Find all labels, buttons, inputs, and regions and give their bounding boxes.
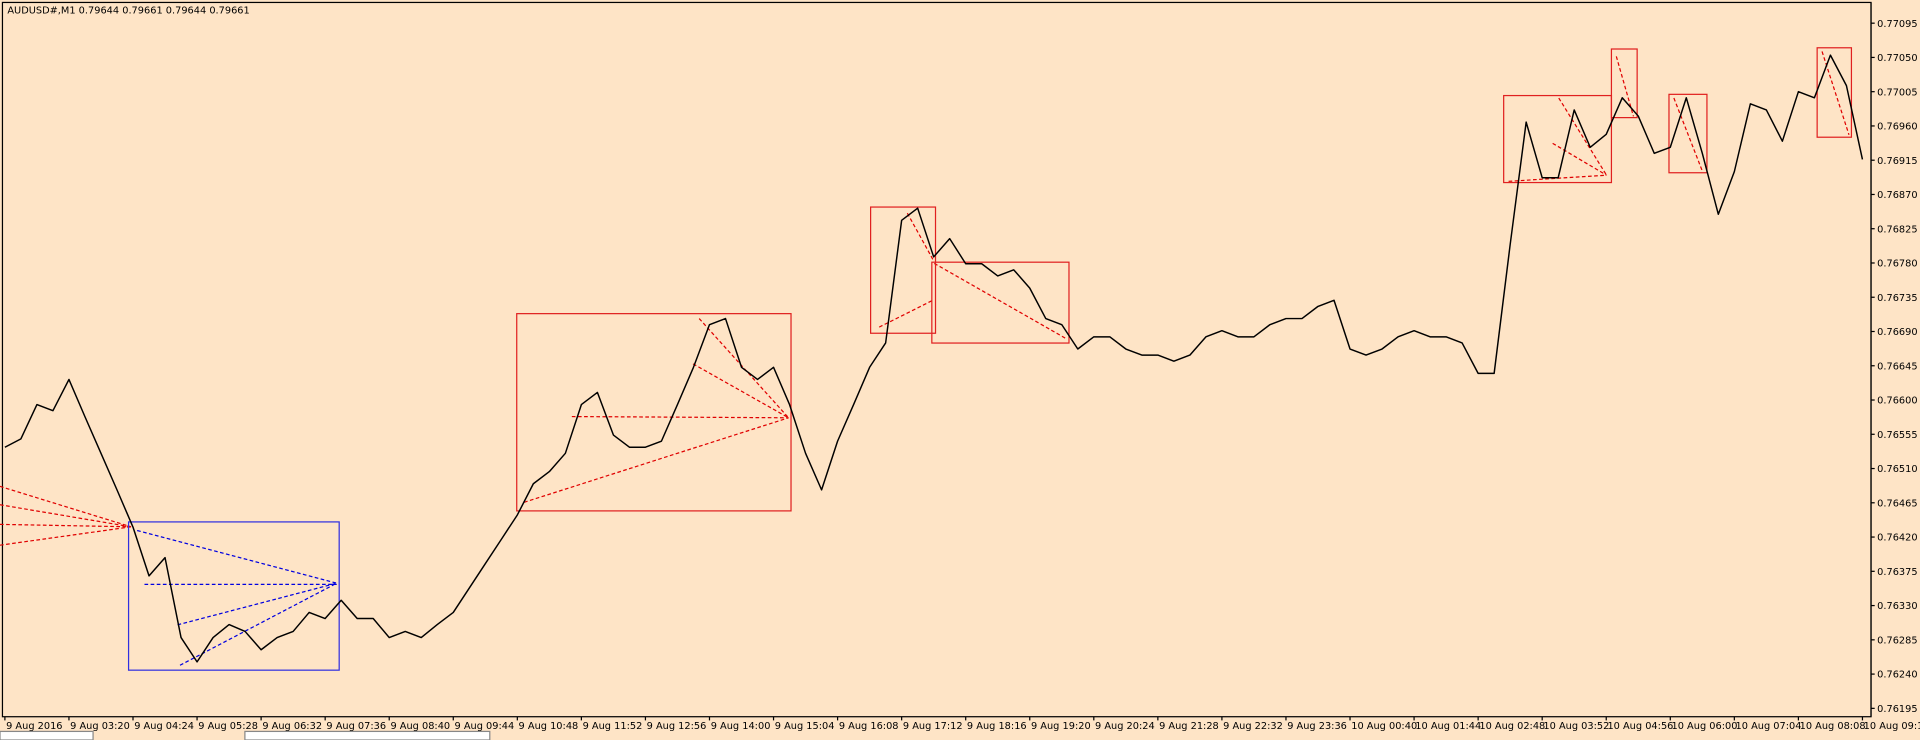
x-tick-label: 9 Aug 17:12 — [903, 721, 963, 732]
y-tick-label: 0.77095 — [1877, 19, 1917, 30]
y-tick-label: 0.76555 — [1877, 430, 1917, 441]
y-tick-label: 0.76870 — [1877, 190, 1917, 201]
y-tick-label: 0.76510 — [1877, 464, 1917, 475]
y-tick-label: 0.76600 — [1877, 396, 1917, 407]
y-tick-label: 0.76780 — [1877, 259, 1917, 270]
x-tick-label: 9 Aug 23:36 — [1287, 721, 1347, 732]
tab[interactable] — [244, 730, 491, 740]
x-tick-label: 9 Aug 12:56 — [647, 721, 707, 732]
x-tick-label: 9 Aug 19:20 — [1031, 721, 1091, 732]
red-box — [1503, 94, 1613, 184]
x-tick-label: 9 Aug 16:08 — [839, 721, 899, 732]
red-box — [931, 261, 1070, 344]
x-tick-label: 10 Aug 00:40 — [1351, 721, 1417, 732]
x-tick-label: 9 Aug 06:32 — [262, 721, 322, 732]
x-tick-label: 9 Aug 14:00 — [711, 721, 771, 732]
y-tick-label: 0.76420 — [1877, 533, 1917, 544]
y-tick-label: 0.76645 — [1877, 361, 1917, 372]
x-tick-label: 10 Aug 06:00 — [1672, 721, 1738, 732]
x-tick-label: 9 Aug 05:28 — [198, 721, 258, 732]
x-tick-label: 9 Aug 11:52 — [583, 721, 643, 732]
chart-title: AUDUSD#,M1 0.79644 0.79661 0.79644 0.796… — [7, 5, 249, 16]
x-tick-label: 10 Aug 01:44 — [1415, 721, 1481, 732]
x-tick-label: 9 Aug 21:28 — [1159, 721, 1219, 732]
y-tick-label: 0.76960 — [1877, 122, 1917, 133]
y-tick-label: 0.76195 — [1877, 704, 1917, 715]
x-tick-label: 9 Aug 08:40 — [390, 721, 450, 732]
y-tick-label: 0.76735 — [1877, 293, 1917, 304]
x-tick-label: 10 Aug 08:08 — [1800, 721, 1866, 732]
price-line — [4, 54, 1864, 663]
y-tick-label: 0.77050 — [1877, 53, 1917, 64]
x-tick-label: 9 Aug 03:20 — [70, 721, 130, 732]
x-tick-label: 10 Aug 02:48 — [1479, 721, 1545, 732]
y-tick-label: 0.76825 — [1877, 224, 1917, 235]
x-tick-label: 9 Aug 15:04 — [775, 721, 835, 732]
x-tick-label: 10 Aug 07:04 — [1736, 721, 1802, 732]
y-tick-label: 0.76285 — [1877, 636, 1917, 647]
red-box — [1610, 48, 1638, 119]
x-tick-label: 10 Aug 09:12 — [1864, 721, 1920, 732]
x-tick-label: 9 Aug 04:24 — [134, 721, 194, 732]
x-tick-label: 10 Aug 04:56 — [1607, 721, 1673, 732]
y-tick-label: 0.76915 — [1877, 156, 1917, 167]
x-tick-label: 9 Aug 18:16 — [967, 721, 1027, 732]
x-tick-label: 9 Aug 20:24 — [1095, 721, 1155, 732]
x-tick-label: 9 Aug 2016 — [6, 721, 62, 732]
y-tick-label: 0.77005 — [1877, 87, 1917, 98]
y-tick-label: 0.76690 — [1877, 327, 1917, 338]
blue-rays — [136, 529, 338, 666]
x-tick-label: 9 Aug 09:44 — [454, 721, 514, 732]
red-box — [870, 206, 937, 334]
blue-box — [127, 521, 340, 671]
x-tick-label: 10 Aug 03:52 — [1543, 721, 1609, 732]
y-tick-label: 0.76330 — [1877, 601, 1917, 612]
x-tick-label: 9 Aug 07:36 — [326, 721, 386, 732]
tab[interactable] — [0, 730, 94, 740]
red-box — [516, 313, 792, 512]
x-tick-label: 9 Aug 10:48 — [519, 721, 579, 732]
y-tick-label: 0.76375 — [1877, 567, 1917, 578]
x-tick-label: 9 Aug 22:32 — [1223, 721, 1283, 732]
y-tick-label: 0.76240 — [1877, 670, 1917, 681]
y-tick-label: 0.76465 — [1877, 498, 1917, 509]
red-box — [1668, 93, 1708, 174]
